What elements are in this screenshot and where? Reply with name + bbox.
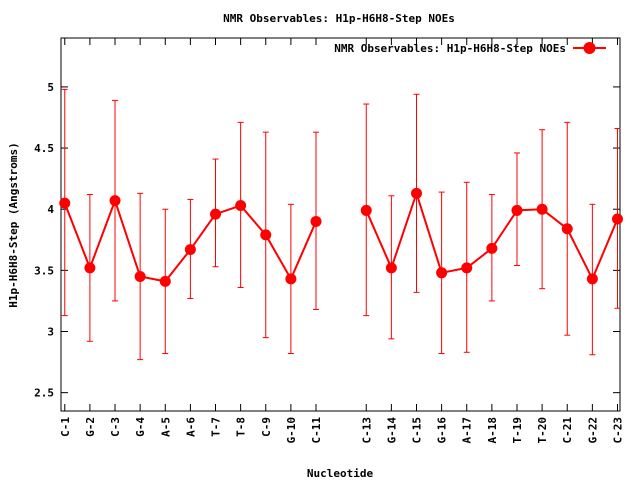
x-tick-label: C-1: [59, 417, 72, 437]
legend-marker-sample: [583, 42, 596, 54]
x-tick-label: A-5: [159, 417, 172, 437]
series-line-segment: [239, 204, 267, 236]
x-tick-label: C-23: [611, 417, 624, 444]
series-line-segment: [88, 200, 116, 269]
x-tick-label: G-14: [385, 417, 398, 444]
data-point: [260, 229, 272, 241]
y-tick-label: 4: [47, 203, 54, 216]
x-tick-label: T-8: [235, 417, 248, 437]
data-point: [159, 275, 171, 287]
error-bars: [61, 88, 621, 361]
legend: NMR Observables: H1p-H6H8-Step NOEs: [334, 42, 606, 55]
series-line: [63, 192, 619, 283]
data-point: [210, 208, 222, 220]
data-point: [109, 195, 121, 207]
data-point: [586, 273, 598, 285]
series-line-segment: [415, 193, 443, 274]
x-tick-label: A-18: [486, 417, 499, 444]
legend-label: NMR Observables: H1p-H6H8-Step NOEs: [334, 42, 566, 55]
series-line-segment: [164, 248, 192, 282]
series-line-segment: [491, 209, 518, 249]
data-point: [134, 270, 146, 282]
series-line-segment: [566, 228, 594, 280]
data-point: [486, 242, 498, 254]
x-tick-label: C-11: [310, 417, 323, 444]
data-point: [59, 197, 71, 209]
data-points: [59, 187, 623, 287]
x-tick-label: G-16: [436, 417, 449, 444]
data-point: [410, 187, 422, 199]
x-tick-label: G-4: [134, 417, 147, 437]
y-tick-label: 4.5: [34, 142, 54, 155]
x-tick-label: C-13: [360, 417, 373, 444]
data-point: [561, 223, 573, 235]
data-point: [385, 262, 397, 274]
series-line-segment: [264, 234, 292, 280]
y-axis: 2.5 3 3.5 4 4.5 5: [34, 81, 620, 400]
y-tick-label: 2.5: [34, 387, 54, 400]
series-line-segment: [289, 221, 317, 280]
x-tick-label: C-15: [410, 417, 423, 444]
x-tick-label: G-2: [84, 417, 97, 437]
x-axis-label: Nucleotide: [307, 467, 374, 480]
x-tick-label: A-6: [184, 417, 197, 437]
x-tick-label: C-21: [561, 417, 574, 444]
data-point: [611, 213, 623, 225]
y-axis-label: H1p-H6H8-Step (Angstroms): [7, 142, 20, 308]
data-point: [84, 262, 96, 274]
x-axis: C-1 G-2 C-3 G-4 A-5 A-6 T-7 T-8 C-9 G-10 C-11 C-13 G…: [59, 38, 624, 444]
y-tick-label: 3: [47, 326, 54, 339]
series-line-segment: [189, 213, 217, 251]
x-tick-label: T-7: [210, 417, 223, 437]
data-point: [461, 262, 473, 274]
series-line-segment: [63, 202, 91, 269]
data-point: [536, 203, 548, 215]
data-point: [285, 273, 297, 285]
data-point: [310, 215, 322, 227]
x-tick-label: G-22: [586, 417, 599, 444]
x-tick-label: T-20: [536, 417, 549, 444]
chart-title: NMR Observables: H1p-H6H8-Step NOEs: [223, 12, 455, 25]
data-point: [436, 267, 448, 279]
y-tick-label: 5: [47, 81, 54, 94]
data-point: [360, 204, 372, 216]
plot-frame: [60, 37, 621, 412]
x-tick-label: C-9: [260, 417, 273, 437]
x-tick-label: A-17: [461, 417, 474, 444]
data-point: [511, 204, 523, 216]
series-line-segment: [114, 200, 142, 277]
x-tick-label: C-3: [109, 417, 122, 437]
data-point: [184, 244, 196, 256]
x-tick-label: T-19: [511, 417, 524, 444]
series-line-segment: [390, 192, 418, 269]
series-line-segment: [591, 218, 619, 280]
x-tick-label: G-10: [285, 417, 298, 444]
y-tick-label: 3.5: [34, 264, 54, 277]
series-line-segment: [365, 210, 393, 269]
data-point: [235, 200, 247, 212]
